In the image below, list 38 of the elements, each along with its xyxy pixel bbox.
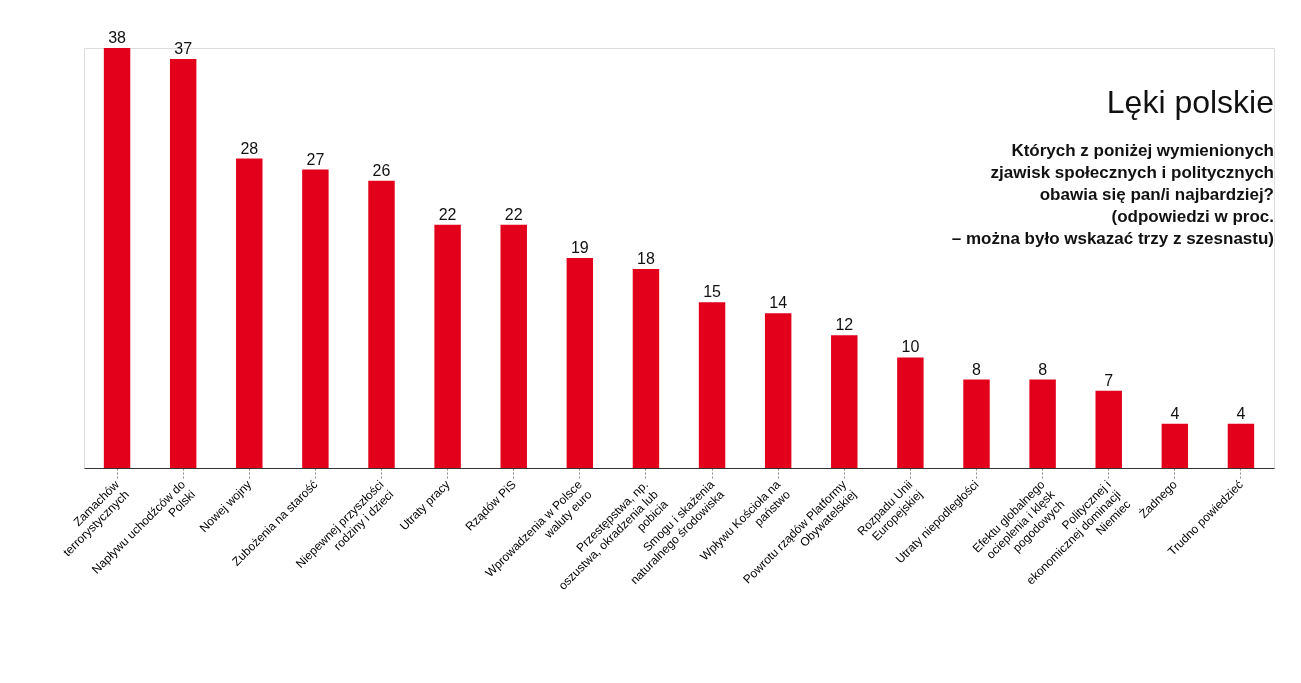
data-label: 14 [769,294,788,312]
bar [632,269,660,468]
bar [169,59,197,468]
bar [368,180,395,468]
bar [1227,423,1255,468]
data-label: 7 [1104,371,1114,389]
bar [302,169,329,468]
data-label: 10 [901,338,920,356]
bar [1095,390,1122,468]
bar [566,258,594,468]
data-label: 15 [703,283,722,301]
data-label: 22 [504,205,523,223]
data-label: 26 [372,161,391,179]
data-label: 19 [570,239,589,256]
bar [764,313,792,468]
data-label: 37 [174,40,193,58]
bar [831,335,858,468]
bar [434,224,461,468]
bar [698,302,726,468]
data-label: 22 [438,205,457,223]
data-label: 27 [306,150,325,168]
bar [500,224,527,468]
data-label: 12 [835,316,854,334]
bar [897,357,924,468]
data-label: 28 [240,139,259,157]
data-label: 4 [1170,404,1180,422]
data-label: 4 [1236,404,1246,422]
bar [103,48,131,468]
data-label: 38 [108,29,127,46]
data-label: 18 [637,250,655,268]
bar [1029,379,1056,468]
bar [1161,423,1189,468]
data-label: 8 [1038,360,1048,378]
text: Lęki polskie [1106,84,1274,120]
data-label: 8 [972,360,982,378]
bar [236,158,263,468]
text: Których z poniżej wymienionych zjawisk społecznych i politycznych obawia się pan/i najbardziej? (odpowiedzi w proc. – można było wskazać trzy z szesnastu) [951,141,1274,248]
bar [963,379,990,468]
